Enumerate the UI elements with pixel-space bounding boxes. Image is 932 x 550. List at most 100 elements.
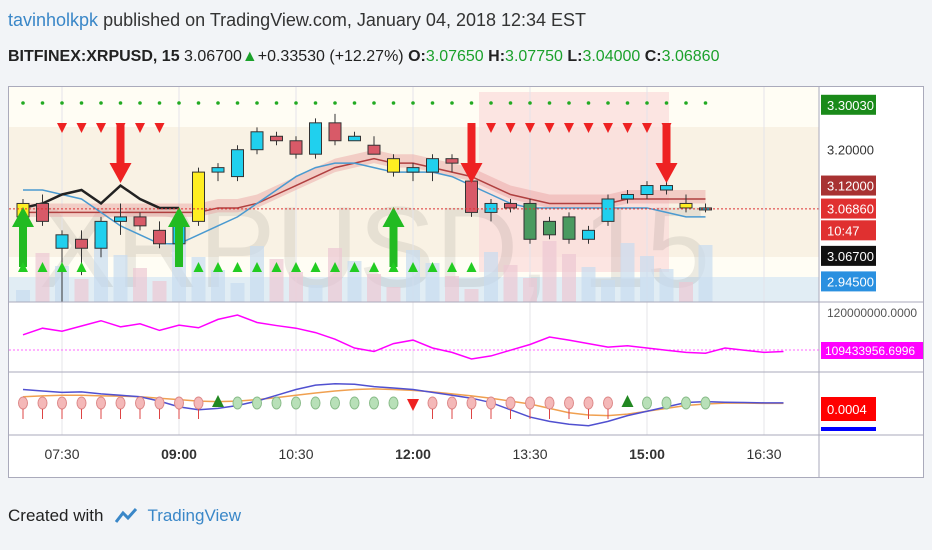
publish-info: published on TradingView.com, January 04… bbox=[98, 10, 587, 30]
top-dot bbox=[274, 101, 279, 105]
candle-body bbox=[133, 216, 147, 227]
price-label: 3.20000 bbox=[827, 143, 874, 158]
osc-marker bbox=[18, 396, 28, 410]
ma-blue-line bbox=[23, 162, 706, 245]
chart-frame[interactable]: XRPUSD, 15 120000000.0000 109433956.6996… bbox=[8, 86, 924, 478]
small-buy-triangle-icon bbox=[271, 262, 282, 272]
oscillator-markers bbox=[18, 395, 711, 419]
price-axis-labels[interactable]: 3.30030 3.20000 3.12000 3.06860 10:47 3.06700… bbox=[821, 94, 876, 292]
top-dot bbox=[489, 101, 493, 105]
volume-bar bbox=[601, 280, 615, 302]
volume-bar bbox=[133, 268, 147, 302]
candle-body bbox=[211, 167, 225, 173]
small-buy-triangle-icon bbox=[193, 262, 204, 272]
buy-arrowhead-icon bbox=[382, 207, 405, 227]
ma-black-line bbox=[22, 183, 179, 210]
osc-marker bbox=[252, 396, 262, 410]
small-buy-triangle-icon bbox=[349, 262, 360, 272]
small-buy-triangle-icon bbox=[330, 262, 340, 272]
small-sell-triangle-icon bbox=[57, 123, 67, 133]
osc-marker bbox=[388, 396, 399, 410]
candle-body bbox=[426, 158, 439, 173]
top-dot bbox=[216, 101, 220, 105]
candle-body bbox=[328, 122, 342, 142]
top-dot bbox=[469, 101, 474, 105]
volume-bar bbox=[35, 253, 50, 302]
top-dot bbox=[196, 101, 201, 105]
time-axis-labels[interactable]: 07:30 09:00 10:30 12:00 13:30 15:00 16:30 bbox=[44, 446, 781, 462]
osc-marker bbox=[564, 396, 574, 410]
candle-body bbox=[367, 144, 381, 155]
osc-marker bbox=[642, 396, 652, 410]
signals bbox=[12, 123, 678, 267]
osc-marker bbox=[505, 396, 516, 410]
small-sell-triangle-icon bbox=[154, 123, 165, 133]
small-buy-triangle-icon bbox=[76, 262, 87, 272]
volume-bar bbox=[562, 254, 576, 302]
top-dot bbox=[586, 101, 591, 105]
top-dot bbox=[118, 101, 123, 105]
candle-body bbox=[114, 216, 127, 222]
candle-body bbox=[387, 158, 400, 173]
top-dot bbox=[99, 101, 103, 105]
price-label-badge bbox=[821, 245, 876, 266]
author-link[interactable]: tavinholkpk bbox=[8, 10, 99, 30]
buy-arrow-icon bbox=[19, 227, 27, 267]
small-buy-triangle-icon bbox=[213, 262, 223, 272]
osc-marker bbox=[349, 396, 360, 410]
top-dot bbox=[508, 101, 513, 105]
osc-marker bbox=[466, 396, 477, 410]
osc-marker bbox=[135, 396, 145, 410]
top-dot bbox=[606, 101, 610, 105]
small-buy-triangle-icon bbox=[427, 262, 438, 272]
volume-bar bbox=[698, 245, 713, 302]
volume-indicator-line bbox=[22, 314, 784, 360]
small-sell-triangle-icon bbox=[76, 123, 87, 133]
small-buy-triangle-icon bbox=[310, 262, 321, 272]
candle-body bbox=[640, 185, 654, 195]
top-dot bbox=[547, 101, 552, 105]
top-dot bbox=[255, 101, 259, 105]
up-arrow-icon: ▲ bbox=[241, 48, 258, 65]
high-label: H: bbox=[488, 48, 506, 65]
tradingview-link[interactable]: TradingView bbox=[147, 506, 241, 525]
small-buy-triangle-icon bbox=[252, 262, 262, 272]
top-dot bbox=[684, 101, 688, 105]
candles[interactable] bbox=[16, 113, 712, 302]
candle-body bbox=[289, 140, 303, 155]
volume-indicator-pane[interactable]: 120000000.0000 109433956.6996 bbox=[9, 306, 923, 360]
osc-marker bbox=[115, 396, 126, 410]
small-sell-triangle-icon bbox=[525, 123, 535, 133]
osc-marker bbox=[544, 396, 555, 410]
oscillator-pane[interactable]: 0.0004 bbox=[18, 382, 877, 431]
volume-bar bbox=[523, 278, 537, 302]
price-label: 3.12000 bbox=[827, 179, 874, 194]
small-sell-triangle-icon bbox=[486, 123, 496, 133]
osc-marker bbox=[486, 396, 496, 410]
volume-value-badge bbox=[821, 342, 923, 359]
candle-body bbox=[270, 135, 283, 142]
small-buy-triangle-icon bbox=[388, 262, 399, 272]
volume-bar bbox=[16, 290, 30, 302]
osc-marker bbox=[57, 396, 67, 410]
top-dot bbox=[391, 101, 396, 105]
volume-bar bbox=[191, 257, 206, 302]
price-label-badge bbox=[821, 271, 876, 292]
small-buy-triangle-icon bbox=[369, 262, 379, 272]
small-sell-triangle-icon bbox=[544, 123, 555, 133]
osc-marker bbox=[330, 396, 340, 410]
sell-arrow-icon bbox=[467, 123, 476, 163]
volume-bar bbox=[367, 274, 381, 302]
candle-body bbox=[94, 220, 108, 249]
candle-body bbox=[192, 171, 205, 222]
volume-bar bbox=[464, 289, 479, 302]
open-label: O: bbox=[408, 48, 426, 65]
volume-bar bbox=[503, 265, 518, 302]
small-buy-triangle-icon bbox=[447, 262, 457, 272]
sell-arrowhead-icon bbox=[460, 163, 483, 183]
high-value: 3.07750 bbox=[505, 48, 563, 65]
osc-marker bbox=[427, 396, 438, 410]
candle-body bbox=[621, 194, 634, 200]
sell-arrow-icon bbox=[662, 123, 671, 163]
chart-canvas[interactable]: XRPUSD, 15 120000000.0000 109433956.6996… bbox=[9, 87, 923, 477]
